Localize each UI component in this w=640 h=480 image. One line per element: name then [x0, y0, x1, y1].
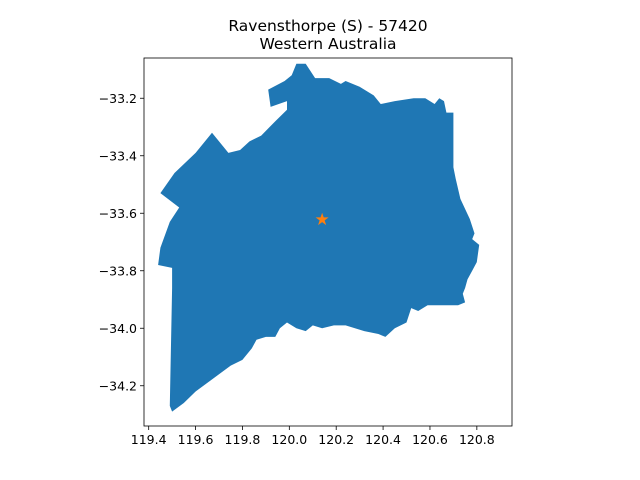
region-boundary-shape: [158, 63, 480, 412]
x-tick-label: 119.4: [131, 432, 167, 447]
x-tick-label: 120.2: [318, 432, 354, 447]
y-tick-label: −33.2: [99, 91, 137, 106]
y-tick-label: −34.0: [99, 321, 137, 336]
map-title-line-2: Western Australia: [259, 35, 396, 53]
y-tick-label: −34.2: [99, 378, 137, 393]
x-tick-label: 119.8: [225, 432, 261, 447]
x-tick-label: 120.6: [412, 432, 448, 447]
axes-frame: [143, 57, 513, 427]
y-tick-label: −33.8: [99, 263, 137, 278]
x-axis-ticks: 119.4 119.6 119.8 120.0 120.2 120.4 120.6 120.8: [131, 426, 495, 447]
plot-area: ★: [158, 63, 480, 412]
x-tick-label: 120.4: [365, 432, 401, 447]
y-axis-ticks: −33.2 −33.4 −33.6 −33.8 −34.0 −34.2: [99, 91, 144, 393]
y-tick-label: −33.6: [99, 206, 137, 221]
x-tick-label: 120.8: [459, 432, 495, 447]
star-icon: ★: [315, 210, 330, 230]
x-tick-label: 120.0: [271, 432, 307, 447]
y-tick-label: −33.4: [99, 148, 137, 163]
map-title-line-1: Ravensthorpe (S) - 57420: [228, 17, 427, 35]
x-tick-label: 119.6: [178, 432, 214, 447]
